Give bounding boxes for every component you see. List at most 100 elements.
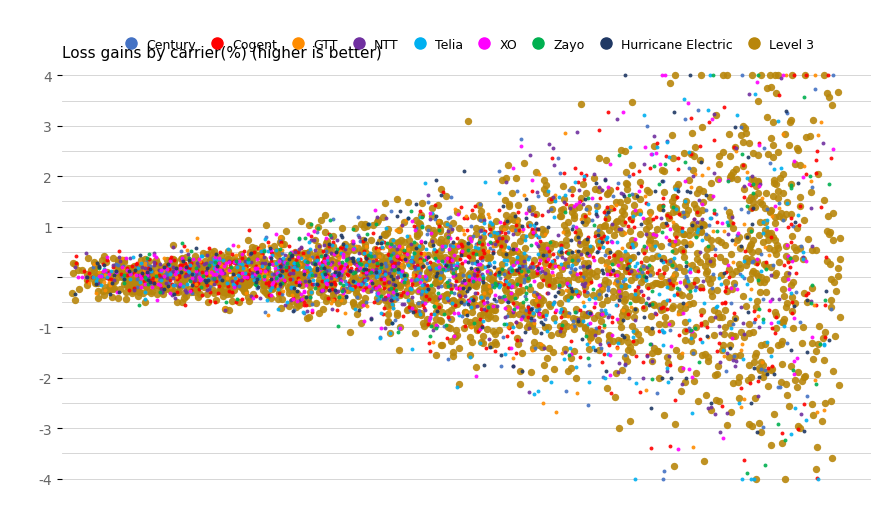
Level 3 [682,300,696,308]
Cogent [408,307,422,315]
Level 3 [394,269,408,277]
Telia [413,243,427,251]
NTT [499,238,513,246]
Level 3 [833,235,847,243]
NTT [696,277,710,286]
Hurricane Electric [466,296,480,304]
Zayo [317,268,331,276]
Level 3 [80,277,94,285]
Hurricane Electric [359,265,373,273]
XO [418,299,432,307]
Level 3 [350,260,364,268]
Hurricane Electric [506,245,520,253]
Level 3 [484,342,498,350]
Level 3 [453,290,467,298]
GTT [241,251,255,259]
Level 3 [288,280,302,288]
NTT [593,281,607,290]
NTT [576,201,590,209]
Hurricane Electric [656,178,670,186]
Level 3 [650,225,664,234]
XO [122,270,136,278]
Level 3 [143,274,157,282]
Level 3 [322,245,336,253]
Hurricane Electric [570,247,584,256]
NTT [492,294,506,302]
Zayo [356,267,370,275]
Level 3 [272,290,286,298]
Level 3 [89,279,103,287]
Cogent [320,271,334,279]
Cogent [792,221,806,229]
Level 3 [196,284,210,292]
NTT [576,262,590,270]
GTT [395,221,409,230]
Telia [784,430,798,438]
Hurricane Electric [495,351,509,359]
Cogent [255,261,269,269]
Cogent [530,263,544,271]
Level 3 [290,277,304,285]
Level 3 [617,282,631,290]
Level 3 [346,298,360,306]
Level 3 [674,387,688,395]
GTT [525,346,539,354]
NTT [255,259,269,267]
Zayo [397,278,411,286]
Level 3 [684,337,698,345]
Level 3 [202,259,216,267]
Level 3 [390,252,404,260]
Hurricane Electric [676,299,690,307]
Telia [628,263,642,271]
Level 3 [570,227,584,235]
Level 3 [430,278,444,287]
Level 3 [716,149,730,157]
Level 3 [538,228,552,236]
XO [655,72,669,80]
GTT [681,260,695,268]
Century [704,214,718,222]
Level 3 [424,241,438,249]
NTT [390,273,404,281]
GTT [256,269,270,277]
GTT [397,258,411,266]
GTT [564,323,578,331]
Century [527,224,541,233]
Level 3 [627,241,641,249]
Hurricane Electric [290,288,304,296]
Level 3 [441,309,455,317]
Level 3 [127,276,141,284]
Level 3 [829,288,843,296]
Level 3 [419,296,433,304]
Zayo [612,152,627,160]
Level 3 [488,314,502,322]
XO [750,256,764,264]
Level 3 [520,309,534,318]
Level 3 [457,248,471,256]
Century [562,186,576,194]
Century [533,269,547,277]
Level 3 [505,248,519,256]
Level 3 [539,247,553,255]
Telia [487,229,501,237]
Telia [419,246,433,254]
Level 3 [722,353,736,361]
Level 3 [629,295,643,303]
Cogent [378,280,392,288]
Zayo [597,321,611,329]
Level 3 [612,253,626,262]
Level 3 [125,274,139,282]
Hurricane Electric [90,260,104,268]
Telia [660,364,674,373]
Level 3 [687,378,701,386]
XO [639,244,653,252]
Telia [568,179,582,187]
Hurricane Electric [747,364,761,373]
GTT [299,271,313,279]
Cogent [522,305,536,314]
XO [455,247,469,255]
Cogent [662,237,676,245]
Cogent [180,264,194,272]
NTT [370,265,384,273]
Cogent [291,274,305,282]
